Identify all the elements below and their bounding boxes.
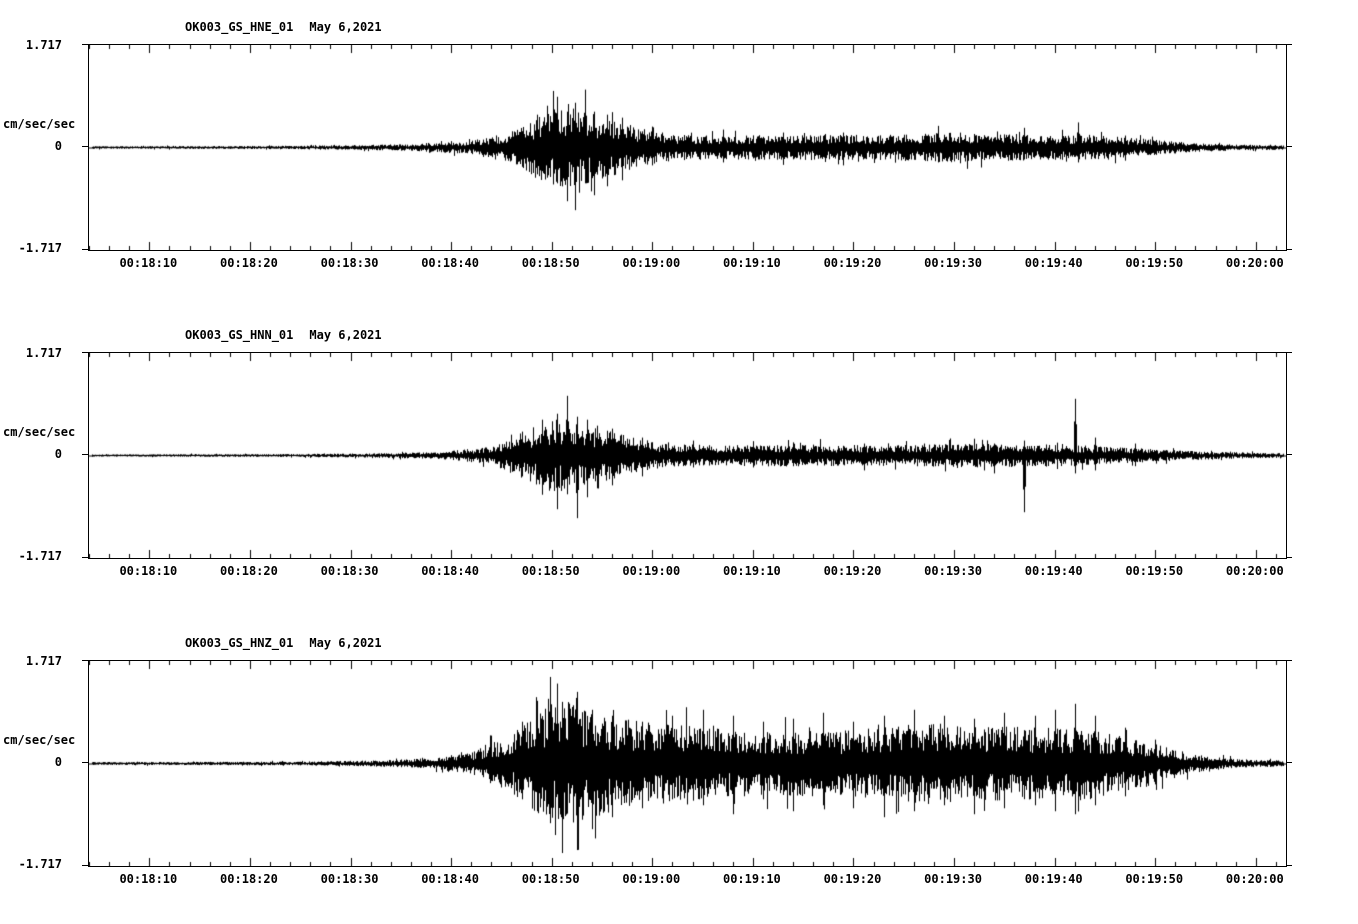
x-tick-label: 00:18:40 [421,256,480,270]
waveform-canvas [89,45,1286,250]
x-tick-label: 00:18:50 [521,564,580,578]
station-code: OK003_GS_HNE_01 [185,20,294,34]
y-axis-tick [1286,557,1292,558]
y-axis-min-label: -1.717 [18,241,62,255]
x-tick-label: 00:19:20 [823,564,882,578]
plot-date: May 6,2021 [309,636,382,650]
y-axis-max-label: 1.717 [25,346,62,360]
y-axis-tick [1286,352,1292,353]
x-tick-label: 00:18:10 [119,564,178,578]
x-tick-label: 00:18:10 [119,256,178,270]
x-tick-label: 00:19:20 [823,256,882,270]
plot-area [88,44,1287,251]
x-tick-label: 00:19:00 [622,872,681,886]
plot-date: May 6,2021 [309,20,382,34]
x-tick-label: 00:19:30 [924,256,982,270]
x-tick-label: 00:18:40 [421,872,480,886]
y-axis-tick [82,352,88,353]
x-tick-label: 00:19:10 [722,564,781,578]
y-axis-zero-label: 0 [54,755,62,769]
y-axis-max-label: 1.717 [25,654,62,668]
x-tick-label: 00:18:30 [320,256,379,270]
y-axis-tick [82,762,88,763]
y-axis-tick [82,146,88,147]
x-tick-label: 00:18:10 [119,872,178,886]
x-tick-label: 00:19:10 [722,256,781,270]
y-axis-tick [82,557,88,558]
plot-title: OK003_GS_HNE_01 May 6,2021 [185,20,382,34]
plot-area [88,352,1287,559]
x-axis-labels: 00:18:10 00:18:20 00:18:30 00:18:40 00:18:50… [88,564,1285,580]
station-code: OK003_GS_HNZ_01 [185,636,294,650]
y-axis-max-label: 1.717 [25,38,62,52]
y-axis-tick [82,660,88,661]
x-tick-label: 00:18:40 [421,564,480,578]
x-tick-label: 00:19:50 [1125,564,1184,578]
y-axis-unit-label: cm/sec/sec [3,117,76,131]
y-axis-tick [1286,249,1292,250]
x-tick-label: 00:19:10 [722,872,781,886]
y-axis-min-label: -1.717 [18,549,62,563]
y-axis-tick [82,865,88,866]
x-tick-label: 00:19:00 [622,564,681,578]
x-tick-label: 00:18:20 [220,564,278,578]
y-axis-tick [82,454,88,455]
x-tick-label: 00:19:30 [924,872,982,886]
x-tick-label: 00:19:20 [823,872,882,886]
x-tick-label: 00:18:20 [220,256,278,270]
x-tick-label: 00:20:00 [1225,564,1284,578]
x-tick-label: 00:19:40 [1024,256,1083,270]
x-tick-label: 00:20:00 [1225,256,1284,270]
y-axis-tick [1286,762,1292,763]
station-code: OK003_GS_HNN_01 [185,328,294,342]
x-tick-label: 00:18:20 [220,872,278,886]
x-tick-label: 00:19:50 [1125,872,1184,886]
x-tick-label: 00:18:30 [320,872,379,886]
y-axis-unit-label: cm/sec/sec [3,425,76,439]
x-tick-label: 00:19:40 [1024,872,1083,886]
x-tick-label: 00:18:50 [521,872,580,886]
y-axis-tick [1286,865,1292,866]
seismogram-panel-hnn: OK003_GS_HNN_01 May 6,2021 1.717 cm/sec/s… [0,308,1358,616]
y-axis-min-label: -1.717 [18,857,62,871]
y-axis-unit-label: cm/sec/sec [3,733,76,747]
y-axis-tick [1286,660,1292,661]
x-tick-label: 00:18:50 [521,256,580,270]
y-axis-zero-label: 0 [54,139,62,153]
x-tick-label: 00:19:30 [924,564,982,578]
x-axis-labels: 00:18:10 00:18:20 00:18:30 00:18:40 00:18:50… [88,872,1285,888]
waveform-canvas [89,661,1286,866]
plot-area [88,660,1287,867]
waveform-canvas [89,353,1286,558]
x-tick-label: 00:19:50 [1125,256,1184,270]
y-axis-tick [1286,146,1292,147]
seismogram-panel-hnz: OK003_GS_HNZ_01 May 6,2021 1.717 cm/sec/s… [0,616,1358,924]
x-axis-labels: 00:18:10 00:18:20 00:18:30 00:18:40 00:18:50… [88,256,1285,272]
x-tick-label: 00:19:00 [622,256,681,270]
y-axis-tick [1286,44,1292,45]
y-axis-tick [1286,454,1292,455]
x-tick-label: 00:19:40 [1024,564,1083,578]
y-axis-tick [82,44,88,45]
y-axis-zero-label: 0 [54,447,62,461]
x-tick-label: 00:18:30 [320,564,379,578]
seismogram-panel-hne: OK003_GS_HNE_01 May 6,2021 1.717 cm/sec/s… [0,0,1358,308]
x-tick-label: 00:20:00 [1225,872,1284,886]
plot-date: May 6,2021 [309,328,382,342]
plot-title: OK003_GS_HNZ_01 May 6,2021 [185,636,382,650]
y-axis-tick [82,249,88,250]
plot-title: OK003_GS_HNN_01 May 6,2021 [185,328,382,342]
